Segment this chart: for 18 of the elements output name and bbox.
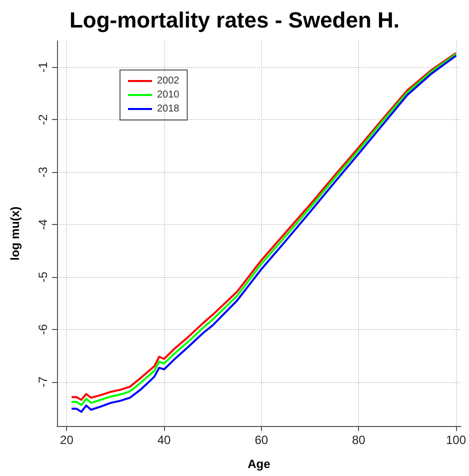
legend-label: 2018 <box>157 104 180 114</box>
x-tick-label: 40 <box>157 433 172 447</box>
x-tick-label: 80 <box>352 433 366 447</box>
legend-label: 2002 <box>157 76 180 86</box>
x-tick-label: 100 <box>446 433 466 447</box>
y-axis-title: log mu(x) <box>8 206 22 260</box>
chart-title: Log-mortality rates - Sweden H. <box>69 8 400 32</box>
x-tick-label: 20 <box>60 433 74 447</box>
legend-label: 2010 <box>157 90 180 100</box>
y-tick-label: -4 <box>36 218 50 230</box>
y-tick-label: -5 <box>36 271 50 282</box>
y-tick-label: -6 <box>36 324 50 335</box>
x-tick-label: 60 <box>254 433 268 447</box>
x-axis-title: Age <box>248 457 271 471</box>
y-tick-label: -7 <box>36 376 50 388</box>
y-tick-label: -2 <box>36 114 50 126</box>
y-tick-label: -1 <box>36 62 50 73</box>
y-tick-label: -3 <box>36 166 50 178</box>
